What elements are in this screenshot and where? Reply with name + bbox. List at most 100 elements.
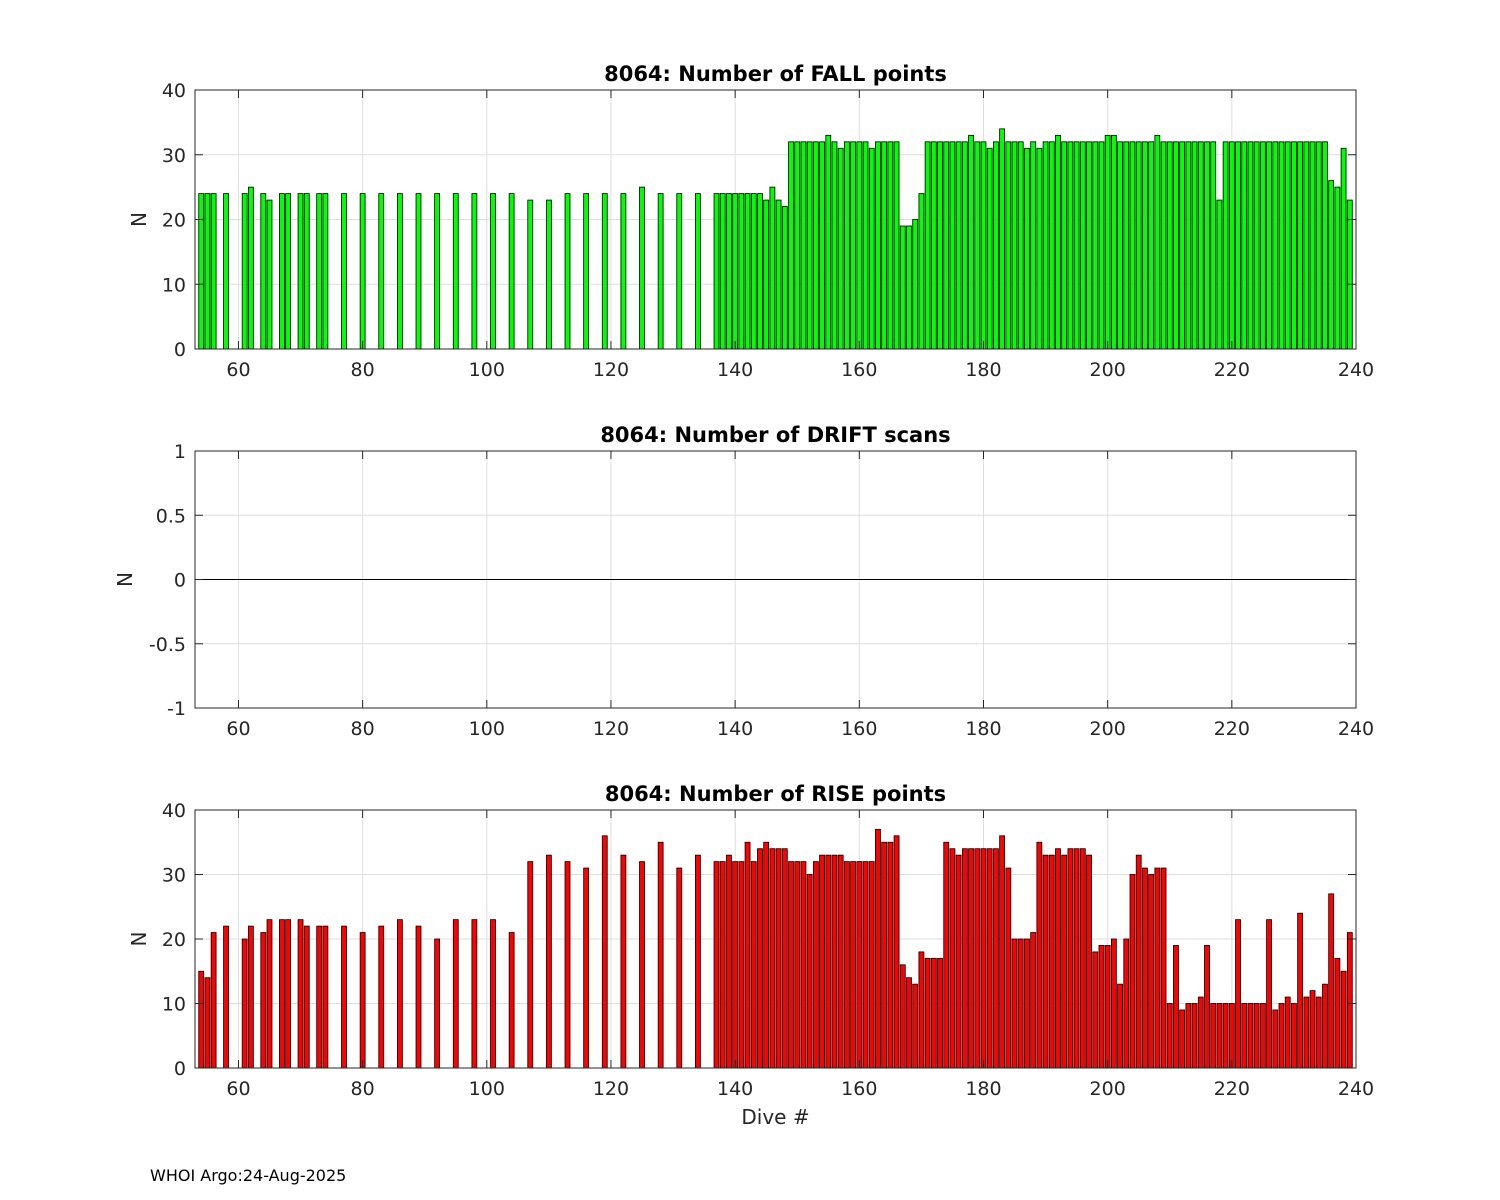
fall-bar [508, 193, 515, 350]
rise-bar [812, 861, 819, 1069]
rise-bar [1241, 1003, 1248, 1069]
rise-bar [676, 867, 683, 1069]
fall-bar [434, 193, 441, 350]
rise-bar [1322, 983, 1328, 1069]
fall-bar [303, 193, 310, 350]
rise-bar [862, 861, 869, 1069]
rise-bar [452, 919, 459, 1069]
fall-bar [955, 141, 962, 350]
fall-bar [1346, 199, 1353, 350]
rise-bar [1110, 938, 1117, 1069]
rise-bar [850, 861, 856, 1069]
rise-bar [881, 841, 888, 1069]
fall-bar [1061, 141, 1068, 350]
fall-bar [1110, 134, 1117, 350]
fall-bar [285, 193, 292, 350]
fall-bar [1048, 141, 1055, 350]
rise-bar [303, 925, 310, 1069]
rise-bar [1228, 1003, 1235, 1069]
rise-ylabel: N [127, 932, 151, 947]
fall-bar [738, 193, 745, 350]
rise-bar [316, 925, 323, 1069]
rise-xlabel: Dive # [741, 1105, 809, 1129]
fall-bar [676, 193, 683, 350]
rise-bar [1154, 867, 1161, 1069]
fall-bar [918, 193, 925, 350]
fall-bar [1148, 141, 1155, 350]
rise-bar [726, 854, 732, 1069]
fall-bar [899, 225, 906, 350]
rise-bar [1055, 848, 1061, 1069]
fall-bar [1297, 141, 1304, 350]
rise-bar [241, 938, 248, 1069]
rise-bar [800, 861, 807, 1069]
rise-bar [1117, 983, 1123, 1069]
rise-bar [769, 848, 776, 1069]
fall-bar [812, 141, 819, 350]
fall-bar [1247, 141, 1254, 350]
rise-bar [1272, 1009, 1279, 1069]
drift-ytick-label: 1 [174, 441, 186, 463]
rise-bar [1222, 1003, 1229, 1069]
rise-bar [564, 861, 571, 1069]
fall-bar [1073, 141, 1080, 350]
fall-xtick-label: 220 [1214, 359, 1250, 381]
fall-bar [1098, 141, 1105, 350]
rise-bar [1197, 996, 1204, 1069]
fall-bar [378, 193, 385, 350]
rise-ytick-label: 40 [162, 800, 186, 822]
fall-bar [769, 186, 776, 350]
fall-bar [1042, 141, 1049, 350]
fall-bar [794, 141, 801, 350]
rise-bar [1017, 938, 1024, 1069]
fall-bar [639, 186, 645, 350]
rise-bar [434, 938, 441, 1069]
rise-xtick-label: 120 [593, 1078, 629, 1100]
rise-bar [223, 925, 229, 1069]
rise-bar [837, 854, 844, 1069]
fall-bar [1173, 141, 1179, 350]
drift-ytick-label: 0.5 [156, 505, 186, 527]
fall-bar [924, 141, 931, 350]
fall-bar [1129, 141, 1136, 350]
fall-title: 8064: Number of FALL points [604, 62, 947, 86]
fall-bar [1328, 180, 1335, 350]
rise-xtick-label: 200 [1090, 1078, 1126, 1100]
rise-bar [1204, 945, 1210, 1069]
rise-bar [285, 919, 292, 1069]
rise-bar [1278, 1003, 1285, 1069]
rise-bar [713, 861, 720, 1069]
drift-scans-panel: 60 80 100 120 140 160 180 200 220 240 -1 -0.5 0 0.5 1 8… [113, 423, 1374, 740]
rise-xtick-label: 160 [841, 1078, 877, 1100]
rise-bar [639, 861, 645, 1069]
fall-bar [279, 193, 285, 350]
fall-bar [1241, 141, 1248, 350]
rise-bar [1185, 1003, 1192, 1069]
fall-bar [1079, 141, 1086, 350]
rise-bar [1346, 932, 1353, 1069]
rise-bar [297, 919, 304, 1069]
fall-bar [980, 141, 987, 350]
fall-bar [831, 141, 838, 350]
rise-bar [825, 854, 832, 1069]
fall-bar [1309, 141, 1316, 350]
rise-bar [732, 861, 739, 1069]
fall-xtick-label: 120 [593, 359, 629, 381]
fall-bar [1266, 141, 1272, 350]
fall-bar [781, 206, 788, 350]
fall-bar [260, 193, 267, 350]
rise-bar [819, 854, 825, 1069]
fall-ytick-label: 30 [162, 145, 186, 167]
fall-xtick-label: 160 [841, 359, 877, 381]
fall-bar [986, 147, 993, 350]
rise-bar [831, 854, 838, 1069]
fall-bar [1284, 141, 1291, 350]
fall-bar [601, 193, 608, 350]
rise-bar [1303, 996, 1310, 1069]
fall-ytick-label: 20 [162, 210, 186, 232]
fall-bar [1303, 141, 1310, 350]
fall-bar [968, 134, 974, 350]
drift-xtick-label: 220 [1214, 718, 1250, 740]
rise-bar [757, 848, 763, 1069]
rise-bar [763, 841, 770, 1069]
